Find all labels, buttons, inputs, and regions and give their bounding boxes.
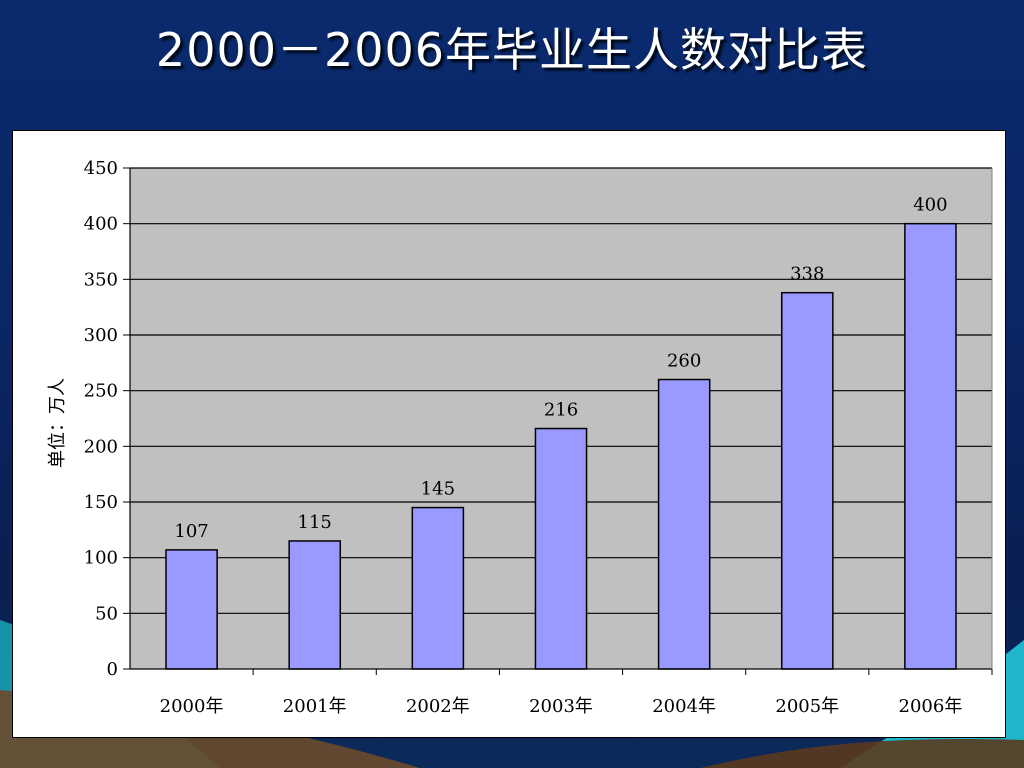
y-axis-label: 单位：万人	[47, 378, 68, 468]
data-label: 145	[421, 479, 455, 500]
y-tick-label: 450	[84, 158, 118, 179]
bar	[411, 506, 465, 670]
bar	[534, 427, 588, 670]
y-tick-label: 200	[84, 436, 118, 457]
data-label: 115	[298, 512, 332, 533]
data-label: 338	[790, 264, 824, 285]
y-tick-label: 0	[107, 659, 118, 680]
bar	[657, 378, 711, 670]
bar-chart: 0 50 100 150 200 250 300 350 400 450 107 2000年 115 20…	[47, 158, 993, 717]
y-tick-label: 100	[84, 548, 118, 569]
y-tick-label: 350	[84, 269, 118, 290]
x-tick-label: 2005年	[775, 696, 839, 717]
bar	[904, 222, 957, 670]
data-label: 260	[667, 351, 701, 372]
axes	[123, 167, 993, 675]
bars	[165, 222, 957, 670]
x-tick-label: 2006年	[899, 696, 963, 717]
data-label: 400	[913, 195, 947, 216]
brown-wave-right	[700, 739, 1024, 768]
y-tick-label: 250	[84, 381, 118, 402]
chart-container: 0 50 100 150 200 250 300 350 400 450 107 2000年 115 20…	[12, 130, 1006, 738]
bar	[780, 291, 834, 670]
y-tick-label: 400	[84, 214, 118, 235]
x-tick-label: 2000年	[160, 696, 224, 717]
x-tick-label: 2002年	[406, 696, 470, 717]
data-label: 216	[544, 400, 578, 421]
x-tick-label: 2001年	[283, 696, 347, 717]
y-tick-label: 50	[95, 603, 118, 624]
bar	[288, 540, 342, 670]
y-tick-label: 300	[84, 325, 118, 346]
x-tick-label: 2003年	[529, 696, 593, 717]
slide-title: 2000－2006年毕业生人数对比表	[155, 23, 869, 77]
bar	[165, 549, 218, 670]
x-tick-label: 2004年	[652, 696, 716, 717]
y-tick-label: 150	[84, 492, 118, 513]
labels: 0 50 100 150 200 250 300 350 400 450 107 2000年 115 20…	[84, 158, 963, 717]
data-label: 107	[174, 521, 208, 542]
